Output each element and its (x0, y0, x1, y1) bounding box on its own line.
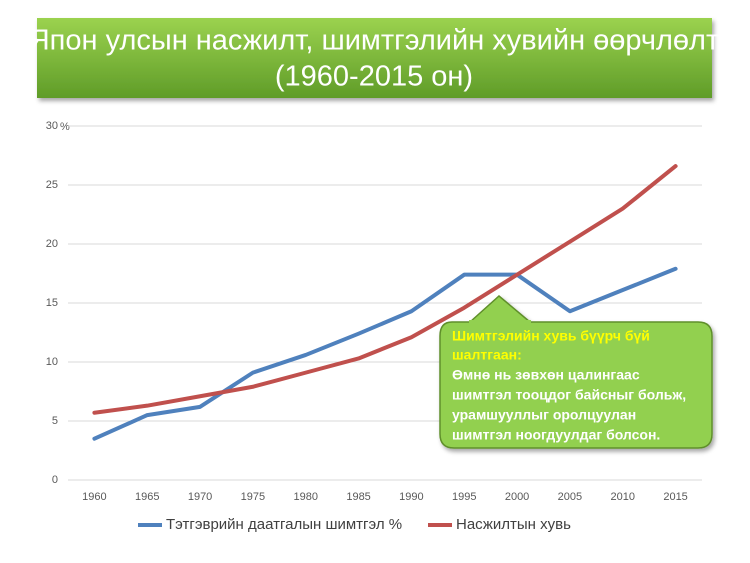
chart-title: Япон улсын насжилт, шимтгэлийн хувийн өө… (29, 25, 720, 57)
legend-label: Насжилтын хувь (456, 516, 571, 533)
callout-heading: Шимтгэлийн хувь бүүрч бүй (452, 328, 650, 344)
y-tick-label: 15 (46, 297, 58, 309)
callout-text: шимтгэл ноогдуулдаг болсон. (452, 427, 660, 443)
x-tick-label: 1980 (294, 491, 318, 503)
x-tick-label: 1970 (188, 491, 212, 503)
series-line (92, 164, 678, 415)
chart-title: (1960-2015 он) (275, 61, 473, 93)
title-box (37, 18, 712, 98)
callout-text: шимтгэл тооцдог байсныг больж, (452, 387, 686, 403)
x-tick-label: 1975 (241, 491, 265, 503)
callout-text: Өмнө нь зөвхөн цалингаас (452, 367, 640, 383)
y-tick-label: 25 (46, 179, 58, 191)
x-tick-label: 2000 (505, 491, 529, 503)
x-tick-label: 1965 (135, 491, 159, 503)
x-tick-label: 2005 (558, 491, 582, 503)
callout-text: урамшууллыг оролцуулан (452, 407, 636, 423)
y-tick-label: 30 (46, 120, 58, 132)
y-tick-label: 10 (46, 356, 58, 368)
x-tick-label: 2010 (611, 491, 635, 503)
y-unit: % (60, 121, 70, 133)
callout-joint (469, 320, 531, 324)
callout-heading: шалтгаан: (452, 347, 522, 363)
x-tick-label: 1990 (399, 491, 423, 503)
y-tick-label: 5 (52, 415, 58, 427)
x-tick-label: 1995 (452, 491, 476, 503)
x-tick-label: 2015 (663, 491, 687, 503)
legend-label: Тэтгэврийн даатгалын шимтгэл % (166, 516, 402, 533)
y-tick-label: 20 (46, 238, 58, 250)
y-tick-label: 0 (52, 474, 58, 486)
x-tick-label: 1960 (82, 491, 106, 503)
x-tick-label: 1985 (346, 491, 370, 503)
series-line (92, 266, 678, 441)
callout-box (439, 295, 713, 449)
